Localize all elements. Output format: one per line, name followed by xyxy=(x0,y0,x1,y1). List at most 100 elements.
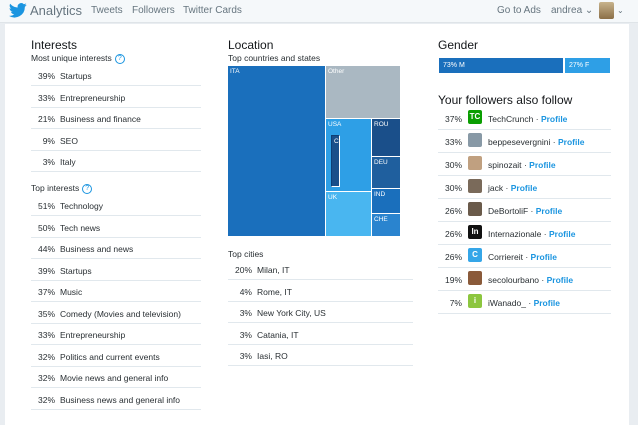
treemap-cell-deu[interactable]: DEU xyxy=(372,157,401,189)
nav-tweets[interactable]: Tweets xyxy=(91,5,123,16)
item-label: Business and finance xyxy=(60,114,141,124)
list-item: 32% Movie news and general info xyxy=(31,367,201,388)
suggested-account-row: 7% i iWanado_ · Profile xyxy=(438,291,611,314)
profile-link[interactable]: Profile xyxy=(557,137,585,147)
account-name[interactable]: DeBortoliF xyxy=(488,206,529,216)
profile-link[interactable]: Profile xyxy=(530,252,557,262)
percentage-value: 26% xyxy=(444,206,462,216)
treemap-cell-c[interactable]: C xyxy=(331,135,340,187)
separator-dot: · xyxy=(505,183,509,193)
user-avatar-icon[interactable] xyxy=(468,133,482,147)
profile-link[interactable]: Profile xyxy=(510,183,538,193)
percentage-value: 30% xyxy=(444,160,462,170)
percentage-value: 37% xyxy=(37,287,55,297)
separator-dot: · xyxy=(543,229,547,239)
analytics-home-link[interactable]: Analytics xyxy=(9,3,82,18)
treemap-cell-che[interactable]: CHE xyxy=(372,214,401,237)
treemap-cell-rou[interactable]: ROU xyxy=(372,119,401,157)
help-icon[interactable]: ? xyxy=(114,53,125,64)
percentage-value: 33% xyxy=(37,330,55,340)
account-name-line: DeBortoliF · Profile xyxy=(488,206,562,216)
percentage-value: 9% xyxy=(42,135,55,146)
treemap-cell-ind[interactable]: IND xyxy=(372,189,401,214)
user-avatar-icon[interactable] xyxy=(468,156,482,170)
go-to-ads-link[interactable]: Go to Ads xyxy=(497,5,541,16)
account-name[interactable]: jack xyxy=(488,183,504,193)
separator-dot: · xyxy=(541,275,545,285)
profile-link[interactable]: Profile xyxy=(535,206,563,216)
account-name-line: Internazionale · Profile xyxy=(488,229,575,239)
top-interests-label: Top interests? xyxy=(31,183,93,194)
percentage-value: 19% xyxy=(444,275,462,285)
treemap-label-c: C xyxy=(334,138,339,145)
treemap-cell-ita[interactable]: ITA xyxy=(228,66,326,237)
treemap-label-usa: USA xyxy=(328,121,342,128)
user-menu[interactable]: andrea ⌄ xyxy=(551,5,593,16)
chevron-down-icon[interactable]: ⌄ xyxy=(617,6,624,15)
interests-heading: Interests xyxy=(31,38,78,52)
nav-twitter-cards[interactable]: Twitter Cards xyxy=(183,5,242,16)
gender-male-segment[interactable]: 73% M xyxy=(438,57,564,74)
account-name-line: secolourbano · Profile xyxy=(488,275,573,285)
account-name[interactable]: beppesevergnini xyxy=(488,137,551,147)
percentage-value: 7% xyxy=(449,298,462,308)
item-label: Comedy (Movies and television) xyxy=(60,308,181,319)
item-label: Italy xyxy=(60,157,76,167)
user-avatar-icon[interactable] xyxy=(468,271,482,285)
treemap-label-other: Other xyxy=(328,68,345,75)
unique-interests-label: Most unique interests? xyxy=(31,53,125,64)
list-item: 9% SEO xyxy=(31,130,201,151)
percentage-value: 3% xyxy=(239,308,252,318)
list-item: 20% Milan, IT xyxy=(228,259,413,280)
account-name[interactable]: secolourbano xyxy=(488,275,540,285)
list-item: 4% Rome, IT xyxy=(228,281,413,302)
gender-female-segment[interactable]: 27% F xyxy=(564,57,611,74)
corriere-logo-icon[interactable]: C xyxy=(468,248,482,262)
item-label: Tech news xyxy=(60,222,101,233)
profile-link[interactable]: Profile xyxy=(540,114,568,124)
account-name-line: iWanado_ · Profile xyxy=(488,298,560,308)
nav-followers[interactable]: Followers xyxy=(132,5,175,16)
top-countries-label: Top countries and states xyxy=(228,53,321,63)
account-avatar[interactable] xyxy=(599,2,614,19)
item-label: Entrepreneurship xyxy=(60,330,126,340)
list-item: 3% Italy xyxy=(31,151,201,172)
account-name[interactable]: spinozait xyxy=(488,160,522,170)
percentage-value: 32% xyxy=(37,373,55,383)
internazionale-logo-icon[interactable]: In xyxy=(468,225,482,239)
item-label: Movie news and general info xyxy=(60,373,169,383)
percentage-value: 39% xyxy=(37,71,55,81)
profile-link[interactable]: Profile xyxy=(533,298,561,308)
list-item: 37% Music xyxy=(31,281,201,302)
percentage-value: 44% xyxy=(37,244,55,254)
treemap-cell-uk[interactable]: UK xyxy=(326,192,372,237)
item-label: Technology xyxy=(60,201,104,211)
account-name[interactable]: iWanado_ xyxy=(488,298,526,308)
suggested-account-row: 30% spinozait · Profile xyxy=(438,153,611,176)
percentage-value: 20% xyxy=(234,265,252,275)
item-label: Politics and current events xyxy=(60,351,160,362)
techcrunch-logo-icon[interactable]: TC xyxy=(468,110,482,124)
list-item: 50% Tech news xyxy=(31,217,201,238)
gender-bar: 73% M 27% F xyxy=(438,57,611,74)
account-name[interactable]: Corriereit xyxy=(488,252,523,262)
item-label: Entrepreneurship xyxy=(60,92,126,103)
percentage-value: 39% xyxy=(37,265,55,276)
account-name[interactable]: Internazionale xyxy=(488,229,542,239)
account-name[interactable]: TechCrunch xyxy=(488,114,534,124)
percentage-value: 26% xyxy=(444,229,462,239)
iwanado-logo-icon[interactable]: i xyxy=(468,294,482,308)
item-label: Iasi, RO xyxy=(257,351,288,361)
user-avatar-icon[interactable] xyxy=(468,179,482,193)
profile-link[interactable]: Profile xyxy=(546,275,574,285)
profile-link[interactable]: Profile xyxy=(549,229,576,239)
profile-link[interactable]: Profile xyxy=(529,160,556,170)
suggested-account-row: 26% In Internazionale · Profile xyxy=(438,222,611,245)
suggested-account-row: 26% C Corriereit · Profile xyxy=(438,245,611,268)
separator-dot: · xyxy=(535,114,539,124)
user-avatar-icon[interactable] xyxy=(468,202,482,216)
list-item: 39% Startups xyxy=(31,260,201,281)
treemap-cell-other[interactable]: Other xyxy=(326,66,401,119)
item-label: Milan, IT xyxy=(257,265,290,275)
help-icon[interactable]: ? xyxy=(82,183,93,194)
